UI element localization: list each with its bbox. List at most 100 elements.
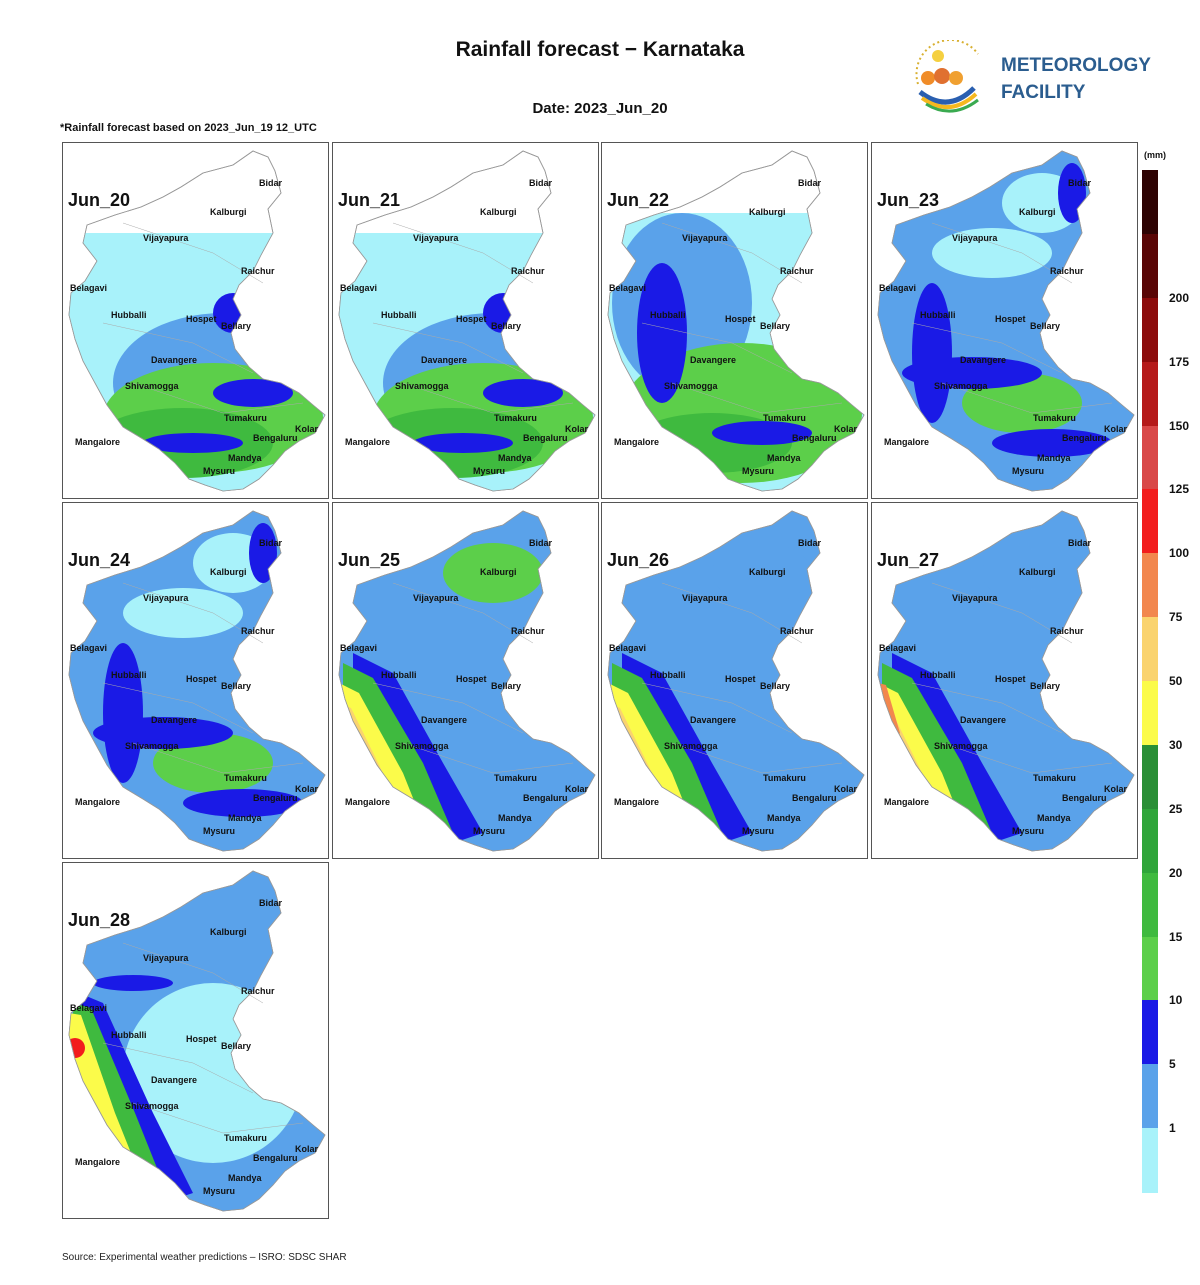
city-label-bengaluru: Bengaluru: [792, 793, 837, 803]
city-label-kalburgi: Kalburgi: [749, 567, 786, 577]
city-label-bidar: Bidar: [1068, 178, 1092, 188]
karnataka-map: [68, 510, 326, 852]
legend-tick-label: 175: [1169, 354, 1190, 369]
city-label-mandya: Mandya: [1037, 453, 1071, 463]
logo-line-2: FACILITY: [1001, 82, 1086, 103]
city-label-tumakuru: Tumakuru: [224, 1133, 267, 1143]
city-label-hospet: Hospet: [186, 314, 217, 324]
city-label-hospet: Hospet: [186, 674, 217, 684]
city-label-kalburgi: Kalburgi: [749, 207, 786, 217]
legend-swatch: [1142, 553, 1158, 618]
city-label-raichur: Raichur: [241, 266, 275, 276]
city-label-mysuru: Mysuru: [203, 1186, 236, 1196]
legend-bar: [1142, 170, 1158, 1193]
city-label-mangalore: Mangalore: [75, 797, 121, 807]
city-label-vijayapura: Vijayapura: [413, 233, 459, 243]
city-label-kolar: Kolar: [295, 784, 319, 794]
city-label-mandya: Mandya: [498, 813, 532, 823]
city-label-hubballi: Hubballi: [111, 670, 147, 680]
city-label-bengaluru: Bengaluru: [253, 793, 298, 803]
legend-tick-label: 30: [1169, 737, 1183, 752]
forecast-map-jun-27: Jun_27 Bidar Kalburgi Vijayapura Raichur Bela…: [871, 502, 1138, 859]
city-label-hubballi: Hubballi: [920, 670, 956, 680]
city-label-bidar: Bidar: [798, 538, 822, 548]
city-label-mangalore: Mangalore: [884, 437, 930, 447]
city-label-mysuru: Mysuru: [1012, 466, 1045, 476]
city-label-tumakuru: Tumakuru: [763, 413, 806, 423]
city-label-belagavi: Belagavi: [340, 643, 378, 653]
city-label-kalburgi: Kalburgi: [210, 207, 247, 217]
city-label-bellary: Bellary: [221, 321, 252, 331]
city-label-davangere: Davangere: [421, 715, 468, 725]
panel-date-label: Jun_23: [877, 190, 940, 210]
city-label-mysuru: Mysuru: [473, 466, 506, 476]
city-label-mangalore: Mangalore: [614, 797, 660, 807]
city-label-belagavi: Belagavi: [879, 643, 917, 653]
legend-swatch: [1142, 1128, 1158, 1193]
city-label-kalburgi: Kalburgi: [1019, 207, 1056, 217]
karnataka-map: [877, 510, 1135, 852]
legend-swatch: [1142, 233, 1158, 299]
city-label-davangere: Davangere: [960, 715, 1007, 725]
city-label-bellary: Bellary: [221, 681, 252, 691]
city-label-bellary: Bellary: [760, 321, 791, 331]
forecast-map-jun-22: Jun_22 Bidar Kalburgi Vijayapura Raichur Bela…: [601, 142, 868, 499]
panel-date-label: Jun_20: [68, 190, 131, 210]
city-label-mandya: Mandya: [228, 813, 262, 823]
city-label-kolar: Kolar: [1104, 424, 1128, 434]
city-label-raichur: Raichur: [1050, 626, 1084, 636]
city-label-belagavi: Belagavi: [609, 283, 647, 293]
legend-swatch: [1142, 1000, 1158, 1065]
legend-tick-label: 20: [1169, 865, 1183, 880]
karnataka-map: [607, 510, 865, 852]
forecast-map-jun-21: Jun_21 Bidar Kalburgi Vijayapura Raichur Bela…: [332, 142, 599, 499]
city-label-tumakuru: Tumakuru: [224, 413, 267, 423]
city-label-mysuru: Mysuru: [742, 826, 775, 836]
city-label-bidar: Bidar: [259, 178, 283, 188]
forecast-map-jun-25: Jun_25 Bidar Kalburgi Vijayapura Raichur Bela…: [332, 502, 599, 859]
city-label-kalburgi: Kalburgi: [1019, 567, 1056, 577]
city-label-mysuru: Mysuru: [1012, 826, 1045, 836]
legend-tick-label: 1: [1169, 1121, 1176, 1136]
panel-date-label: Jun_21: [338, 190, 401, 210]
legend-swatch: [1142, 872, 1158, 937]
city-label-mysuru: Mysuru: [473, 826, 506, 836]
city-label-vijayapura: Vijayapura: [952, 593, 998, 603]
city-label-mangalore: Mangalore: [75, 1157, 121, 1167]
panel-date-label: Jun_24: [68, 550, 131, 570]
city-label-bengaluru: Bengaluru: [792, 433, 837, 443]
city-label-belagavi: Belagavi: [70, 283, 108, 293]
legend-swatch: [1142, 617, 1158, 682]
logo-text: METEOROLOGY FACILITY: [1001, 52, 1151, 106]
city-label-davangere: Davangere: [960, 355, 1007, 365]
city-label-bellary: Bellary: [221, 1041, 252, 1051]
city-label-hospet: Hospet: [725, 314, 756, 324]
city-label-mangalore: Mangalore: [884, 797, 930, 807]
forecast-map-jun-26: Jun_26 Bidar Kalburgi Vijayapura Raichur Bela…: [601, 502, 868, 859]
legend-tick-label: 50: [1169, 674, 1183, 688]
city-label-vijayapura: Vijayapura: [682, 593, 728, 603]
legend-tick-label: 200: [1169, 290, 1190, 305]
city-label-raichur: Raichur: [241, 626, 275, 636]
legend-tick-label: 15: [1169, 929, 1183, 944]
city-label-raichur: Raichur: [241, 986, 275, 996]
city-label-bengaluru: Bengaluru: [523, 433, 568, 443]
city-label-shivamogga: Shivamogga: [395, 741, 449, 751]
legend-tick-label: 125: [1169, 482, 1190, 497]
panel-date-label: Jun_28: [68, 910, 131, 930]
city-label-tumakuru: Tumakuru: [1033, 413, 1076, 423]
city-label-shivamogga: Shivamogga: [125, 1101, 179, 1111]
forecast-map-jun-20: Jun_20 Bidar Kalburgi Vijayapura Raichur Bela…: [62, 142, 329, 499]
city-label-shivamogga: Shivamogga: [125, 741, 179, 751]
legend-tick-label: 150: [1169, 418, 1190, 433]
city-label-kalburgi: Kalburgi: [480, 207, 517, 217]
city-label-shivamogga: Shivamogga: [395, 381, 449, 391]
legend-swatch: [1142, 936, 1158, 1001]
city-label-kolar: Kolar: [565, 424, 589, 434]
city-label-bellary: Bellary: [1030, 681, 1061, 691]
legend-tick-label: 100: [1169, 546, 1190, 561]
forecast-map-jun-23: Jun_23 Bidar Kalburgi Vijayapura Raichur Bela…: [871, 142, 1138, 499]
city-label-bidar: Bidar: [798, 178, 822, 188]
city-label-shivamogga: Shivamogga: [664, 381, 718, 391]
city-label-shivamogga: Shivamogga: [664, 741, 718, 751]
